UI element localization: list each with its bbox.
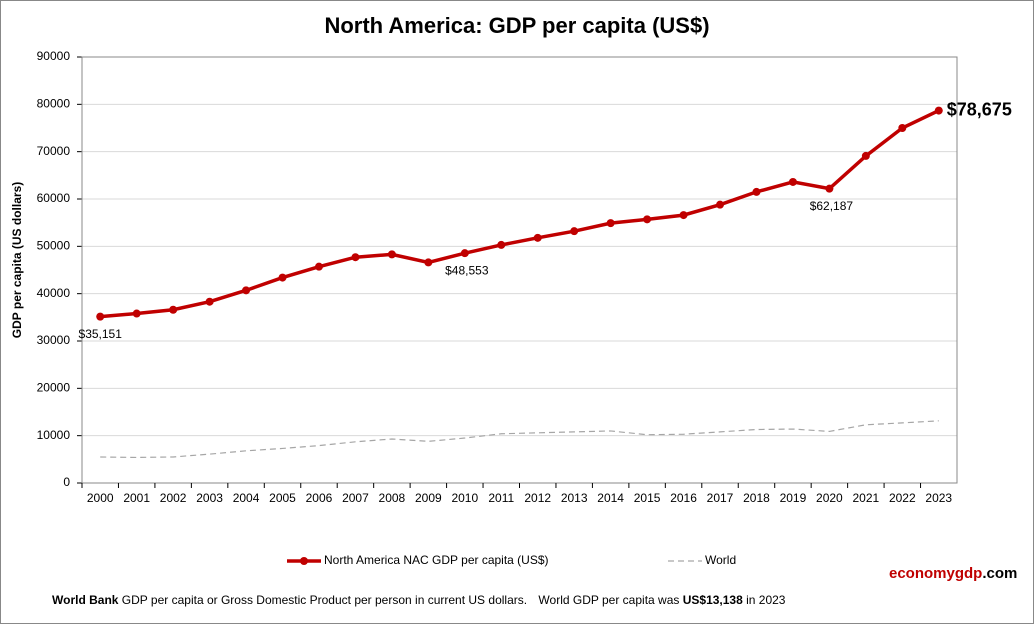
x-tick-label: 2020 <box>816 491 843 505</box>
legend-label: North America NAC GDP per capita (US$) <box>324 553 549 567</box>
x-tick-label: 2010 <box>451 491 478 505</box>
x-tick-label: 2017 <box>707 491 734 505</box>
x-tick-label: 2000 <box>87 491 114 505</box>
y-tick-label: 30000 <box>37 333 71 347</box>
point <box>497 240 506 249</box>
y-tick-label: 40000 <box>37 286 71 300</box>
x-tick-label: 2015 <box>634 491 661 505</box>
y-axis-label: GDP per capita (US dollars) <box>10 182 24 339</box>
point <box>788 177 797 186</box>
y-tick-label: 20000 <box>37 381 71 395</box>
x-tick-label: 2018 <box>743 491 770 505</box>
y-tick-label: 80000 <box>37 97 71 111</box>
x-tick-label: 2007 <box>342 491 369 505</box>
legend-marker <box>300 557 308 565</box>
x-tick-label: 2022 <box>889 491 916 505</box>
x-tick-label: 2004 <box>233 491 260 505</box>
footer-world-value: US$13,138 <box>683 593 743 607</box>
x-tick-label: 2019 <box>780 491 807 505</box>
point <box>570 227 579 236</box>
x-tick-label: 2012 <box>524 491 551 505</box>
footer-text: GDP per capita or Gross Domestic Product… <box>122 593 527 607</box>
point <box>242 286 251 295</box>
x-tick-label: 2011 <box>488 491 514 505</box>
x-tick-label: 2008 <box>379 491 406 505</box>
series-line <box>100 420 939 459</box>
x-tick-label: 2005 <box>269 491 296 505</box>
series-line <box>100 109 940 319</box>
x-tick-label: 2013 <box>561 491 588 505</box>
brand-name: economygdp <box>889 565 982 582</box>
point <box>752 187 761 196</box>
point <box>825 184 834 193</box>
legend-label: World <box>705 553 736 567</box>
x-tick-label: 2006 <box>306 491 333 505</box>
brand-domain: .com <box>982 565 1017 582</box>
x-tick-label: 2016 <box>670 491 697 505</box>
footer-source: World Bank <box>52 593 119 607</box>
point <box>96 312 105 321</box>
point <box>132 309 141 318</box>
point <box>861 151 870 160</box>
value-label: $78,675 <box>947 99 1012 119</box>
x-tick-label: 2003 <box>196 491 223 505</box>
point <box>424 258 433 267</box>
value-label: $35,151 <box>79 327 123 341</box>
x-tick-label: 2009 <box>415 491 442 505</box>
footer-world-text: World GDP per capita was <box>538 593 679 607</box>
point <box>387 250 396 259</box>
y-tick-label: 50000 <box>37 239 71 253</box>
x-tick-label: 2021 <box>853 491 880 505</box>
brand: economygdp.com <box>889 565 1017 582</box>
value-label: $62,187 <box>810 199 854 213</box>
y-tick-label: 70000 <box>37 144 71 158</box>
x-tick-label: 2023 <box>925 491 952 505</box>
point <box>643 215 652 224</box>
footer-tail: in 2023 <box>746 593 786 607</box>
value-label: $48,553 <box>445 263 489 277</box>
y-tick-label: 90000 <box>37 49 71 63</box>
y-tick-label: 0 <box>63 475 70 489</box>
x-tick-label: 2001 <box>123 491 150 505</box>
point <box>679 211 688 220</box>
x-tick-label: 2002 <box>160 491 187 505</box>
y-tick-label: 60000 <box>37 191 71 205</box>
point <box>716 200 725 209</box>
point <box>898 124 907 132</box>
point <box>934 106 943 115</box>
x-tick-label: 2014 <box>597 491 624 505</box>
point <box>533 233 542 242</box>
point <box>314 262 323 271</box>
point <box>278 273 287 282</box>
footer: World Bank GDP per capita or Gross Domes… <box>52 593 786 607</box>
point <box>351 253 360 262</box>
point <box>169 305 178 314</box>
point <box>205 297 214 306</box>
point <box>606 219 615 228</box>
point <box>460 249 469 258</box>
chart-title: North America: GDP per capita (US$) <box>324 13 709 38</box>
y-tick-label: 10000 <box>37 428 71 442</box>
